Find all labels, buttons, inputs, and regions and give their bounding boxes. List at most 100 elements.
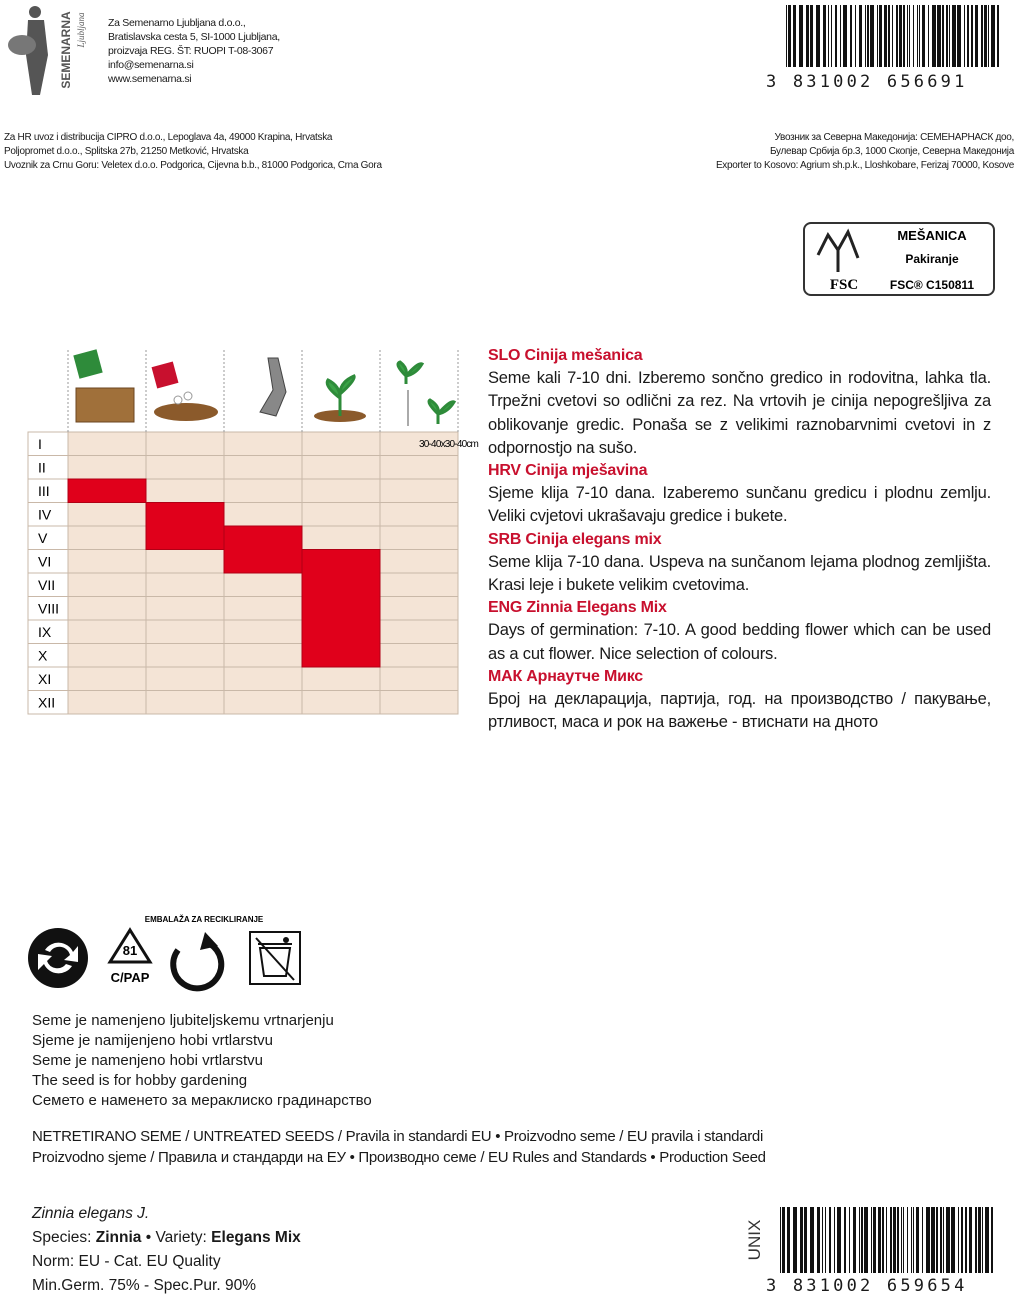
barcode-bar: [964, 5, 965, 67]
barcode-bar: [864, 1207, 868, 1273]
spacing-label: 30-40x30-40cm: [419, 439, 479, 450]
barcode-bar: [893, 1207, 896, 1273]
barcode-bar: [810, 5, 813, 67]
barcode-bar: [843, 5, 847, 67]
desc-heading: SLO Cinija mešanica: [488, 347, 643, 364]
note-line: Sjeme je namijenjeno hobi vrtlarstvu: [32, 1032, 273, 1049]
barcode-bar: [788, 5, 791, 67]
barcode-bar: [859, 5, 862, 67]
barcode-bar: [975, 1207, 977, 1273]
barcode-bar: [844, 1207, 846, 1273]
barcode: [786, 5, 999, 67]
calendar-cell: [223, 690, 303, 715]
calendar-cell: [223, 478, 303, 503]
barcode-bar: [873, 1207, 876, 1273]
barcode-bar: [886, 1207, 887, 1273]
barcode-bar: [928, 5, 929, 67]
barcode-bar: [850, 5, 852, 67]
barcode-number: 3 831002 656691: [766, 72, 968, 92]
barcode-bar: [981, 5, 983, 67]
barcode-bar: [951, 1207, 955, 1273]
barcode-bar: [913, 5, 914, 67]
barcode-bar: [901, 1207, 902, 1273]
fsc-sub: Pakiranje: [905, 252, 959, 266]
calendar-cell: [145, 643, 225, 668]
species-line: Species: Zinnia • Variety: Elegans Mix: [32, 1226, 301, 1250]
month-label: II: [38, 459, 46, 475]
distributor-line: Увозник за Северна Македонија: СЕМЕНАРНА…: [774, 132, 1015, 143]
barcode-bar: [922, 5, 925, 67]
barcode-bar: [853, 1207, 856, 1273]
calendar-cell: [223, 572, 303, 597]
calendar-cell: [223, 596, 303, 621]
label: • Variety:: [145, 1229, 207, 1246]
barcode-bar: [837, 1207, 841, 1273]
barcode-bar: [871, 1207, 872, 1273]
calendar-cell: [145, 666, 225, 691]
calendar-cell: [145, 478, 225, 503]
address-line: Bratislavska cesta 5, SI-1000 Ljubljana,: [108, 31, 280, 43]
barcode-bar: [823, 5, 826, 67]
desc-heading: МАК Арнаутче Микс: [488, 667, 644, 685]
barcode-bar: [861, 1207, 863, 1273]
fsc-box: [803, 222, 995, 296]
barcode-bar: [946, 1207, 950, 1273]
month-label: IV: [38, 506, 52, 522]
address-line: proizvaja REG. ŠT: RUOPI T-08-3067: [108, 45, 274, 57]
barcode-bar: [952, 5, 956, 67]
calendar-cell: [223, 666, 303, 691]
calendar-cell: [67, 690, 147, 715]
desc-text: Days of germination: 7-10. A good beddin…: [488, 621, 991, 663]
barcode-bar: [867, 5, 869, 67]
barcode-bar: [922, 1207, 923, 1273]
barcode-bar: [882, 1207, 884, 1273]
calendar-cell: [379, 549, 459, 574]
calendar-cell: [67, 643, 147, 668]
barcode-bar: [825, 1207, 826, 1273]
desc-heading: HRV Cinija mješavina: [488, 462, 648, 480]
barcode-bar: [991, 1207, 993, 1273]
barcode-bar: [926, 1207, 930, 1273]
sowing-period: [145, 502, 225, 550]
barcode-bar: [907, 5, 908, 67]
calendar-cell: [67, 596, 147, 621]
barcode-bar: [943, 1207, 944, 1273]
barcode-bar: [942, 5, 944, 67]
month-label: X: [38, 647, 48, 663]
calendar-cell: [223, 502, 303, 527]
recycling-material: C/PAP: [111, 970, 150, 985]
barcode-bar: [988, 5, 989, 67]
calendar-cell: [301, 525, 381, 550]
barcode-bar: [991, 5, 995, 67]
barcode-bar: [810, 1207, 814, 1273]
barcode-bar: [828, 5, 829, 67]
barcode-bar: [949, 5, 950, 67]
sowing-period: [223, 525, 303, 574]
barcode-bar: [782, 1207, 785, 1273]
distributor-line: Булевар Србија бр.3, 1000 Скопје, Северн…: [769, 146, 1014, 157]
calendar-cell: [67, 666, 147, 691]
fsc-logo: FSC: [830, 277, 858, 293]
calendar-cell: [379, 596, 459, 621]
barcode-bar: [804, 1207, 807, 1273]
recycling-icons: [28, 927, 301, 992]
calendar-cell: [379, 690, 459, 715]
fsc-code: FSC® C150811: [890, 278, 975, 292]
fsc-title: MEŠANICA: [897, 228, 967, 243]
brand: SEMENARNA: [59, 11, 73, 89]
calendar-cell: [379, 455, 459, 480]
barcode-bar: [884, 5, 887, 67]
calendar-cell: [379, 643, 459, 668]
calendar-cell: [301, 455, 381, 480]
calendar-cell: [145, 572, 225, 597]
barcode-number: 3 831002 659654: [766, 1276, 968, 1296]
barcode-bar: [997, 5, 999, 67]
calendar-cell: [67, 525, 147, 550]
month-cell: [27, 431, 69, 456]
month-cell: [27, 525, 69, 550]
barcode-bar: [849, 1207, 850, 1273]
barcode-bar: [969, 1207, 972, 1273]
standard-line: Proizvodno sjeme / Правила и стандарди н…: [32, 1149, 766, 1166]
